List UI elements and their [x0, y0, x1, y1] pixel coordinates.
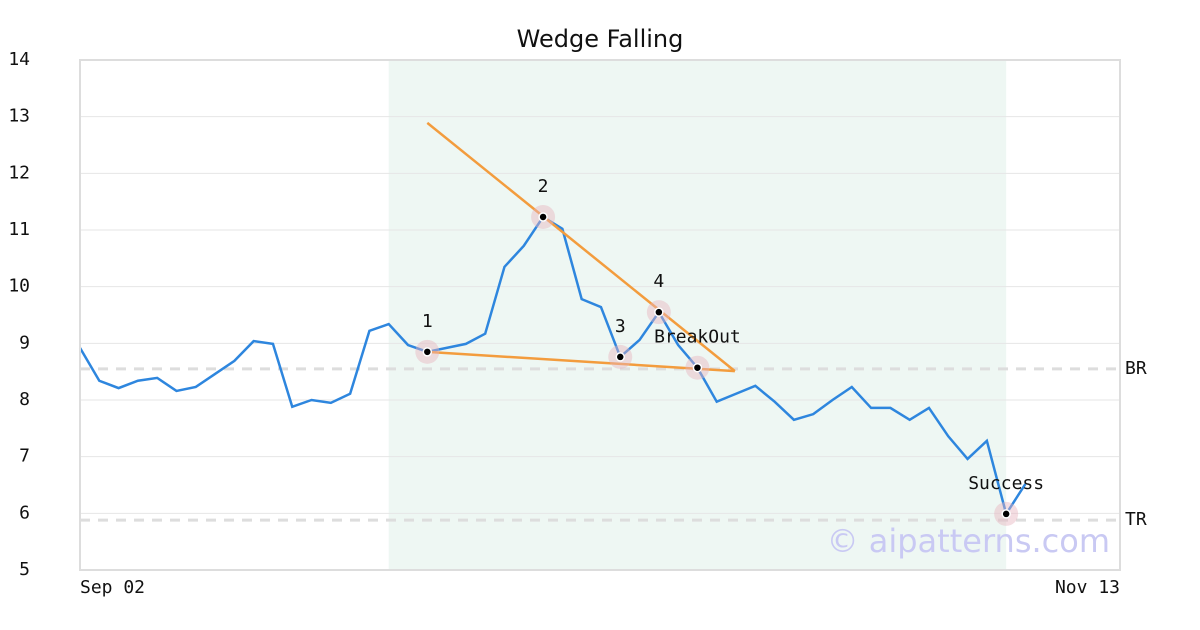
- point-label: 3: [615, 316, 626, 337]
- y-tick-label: 7: [19, 446, 30, 467]
- point-label: BreakOut: [654, 327, 741, 348]
- y-tick-label: 6: [19, 502, 30, 523]
- point-dot: [654, 307, 664, 317]
- chart-title: Wedge Falling: [517, 25, 684, 53]
- point-label: 2: [538, 176, 549, 197]
- level-label: BR: [1125, 358, 1147, 379]
- x-tick-label: Sep 02: [80, 577, 145, 598]
- point-label: 4: [653, 271, 664, 292]
- level-label: TR: [1125, 509, 1147, 530]
- y-tick-label: 14: [8, 49, 30, 70]
- point-dot: [615, 352, 626, 362]
- watermark: © aipatterns.com: [827, 522, 1110, 560]
- y-tick-label: 11: [8, 219, 30, 240]
- y-tick-label: 9: [19, 332, 30, 353]
- point-dot: [692, 362, 703, 373]
- pattern-region: [388, 60, 1007, 570]
- y-tick-label: 12: [8, 162, 30, 183]
- y-tick-label: 5: [19, 559, 30, 580]
- y-tick-label: 13: [8, 106, 30, 127]
- trend-line: [426, 121, 736, 373]
- point-label: Success: [968, 473, 1044, 494]
- x-tick-label: Nov 13: [1055, 577, 1120, 598]
- point-dot: [422, 347, 433, 357]
- plot-frame: [79, 59, 1121, 571]
- point-dot: [538, 212, 548, 222]
- y-tick-label: 10: [8, 276, 30, 297]
- y-tick-label: 8: [19, 389, 30, 410]
- trend-line: [427, 350, 735, 373]
- point-dot: [1001, 509, 1011, 519]
- point-label: 1: [422, 311, 433, 332]
